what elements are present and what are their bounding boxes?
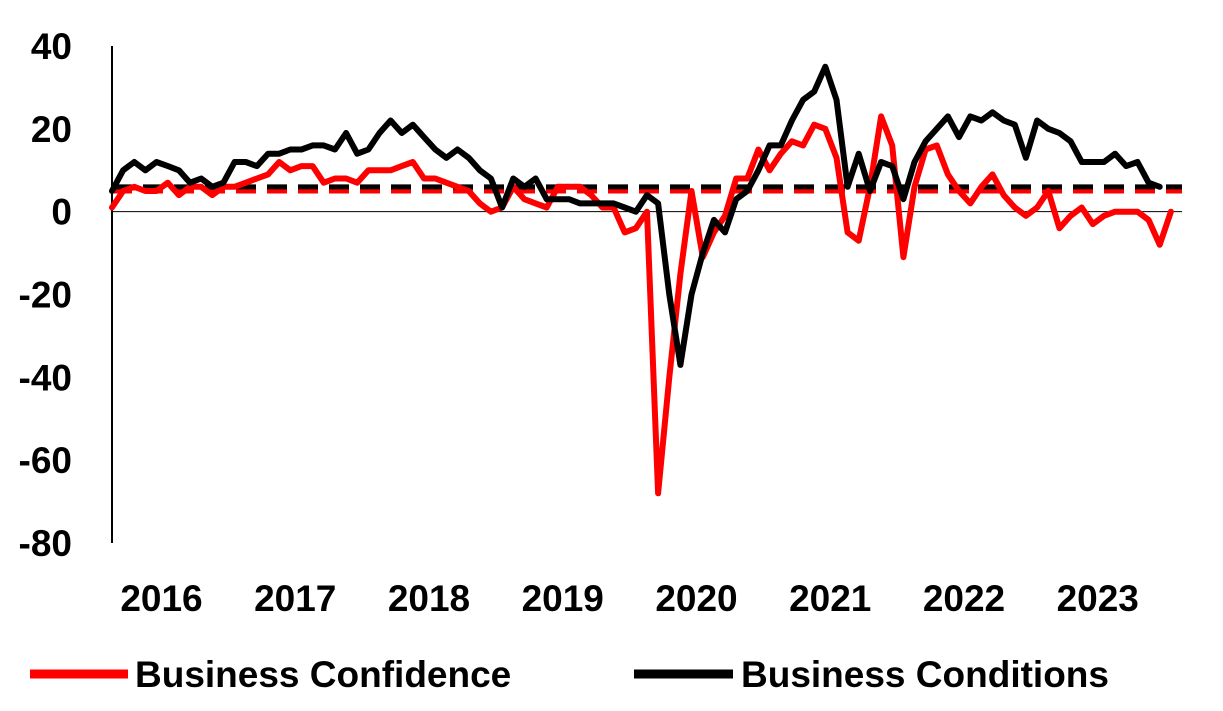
series-line-business-conditions [109, 63, 1163, 368]
x-tick-label: 2023 [1057, 578, 1139, 619]
y-tick-label: -40 [19, 357, 72, 398]
series-lines [109, 63, 1174, 497]
y-tick-label: -60 [19, 440, 72, 481]
series-line-business-confidence [109, 113, 1174, 497]
x-tick-label: 2019 [522, 578, 604, 619]
x-tick-label: 2022 [923, 578, 1005, 619]
y-tick-label: -20 [19, 275, 72, 316]
y-tick-label: 40 [31, 26, 72, 67]
x-tick-label: 2021 [789, 578, 871, 619]
y-tick-label: 20 [31, 109, 72, 150]
y-axis: 40 20 0 -20 -40 -60 -80 [19, 26, 113, 564]
x-tick-label: 2018 [388, 578, 470, 619]
y-tick-label: 0 [51, 192, 72, 233]
legend-label-business-confidence: Business Confidence [135, 654, 511, 695]
legend: Business Confidence Business Conditions [30, 654, 1109, 695]
x-axis: 2016 2017 2018 2019 2020 2021 2022 2023 [112, 211, 1182, 619]
x-tick-label: 2016 [120, 578, 202, 619]
y-tick-label: -80 [19, 523, 72, 564]
reference-lines [112, 184, 1182, 194]
x-tick-label: 2020 [655, 578, 737, 619]
x-tick-label: 2017 [254, 578, 336, 619]
legend-label-business-conditions: Business Conditions [741, 654, 1109, 695]
